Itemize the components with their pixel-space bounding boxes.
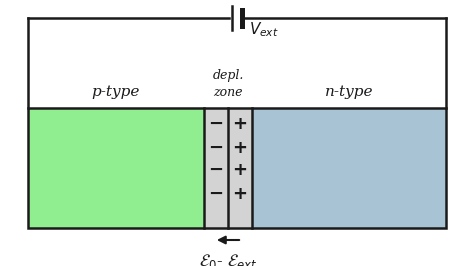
Text: $V_{ext}$: $V_{ext}$ xyxy=(249,20,279,39)
Bar xyxy=(28,108,204,228)
Text: +: + xyxy=(233,185,247,203)
Bar xyxy=(204,108,228,228)
Text: n-type: n-type xyxy=(325,85,373,99)
Bar xyxy=(252,108,446,228)
Text: −: − xyxy=(209,161,224,179)
Text: −: − xyxy=(209,185,224,203)
Bar xyxy=(228,108,252,228)
Text: −: − xyxy=(209,115,224,133)
Text: $\mathcal{E}_0$- $\mathcal{E}_{ext}$: $\mathcal{E}_0$- $\mathcal{E}_{ext}$ xyxy=(199,252,257,266)
Text: −: − xyxy=(209,139,224,157)
Bar xyxy=(28,108,446,228)
Text: +: + xyxy=(233,139,247,157)
Text: +: + xyxy=(233,161,247,179)
Text: +: + xyxy=(233,115,247,133)
Text: p-type: p-type xyxy=(92,85,140,99)
Text: depl.
zone: depl. zone xyxy=(212,69,244,98)
